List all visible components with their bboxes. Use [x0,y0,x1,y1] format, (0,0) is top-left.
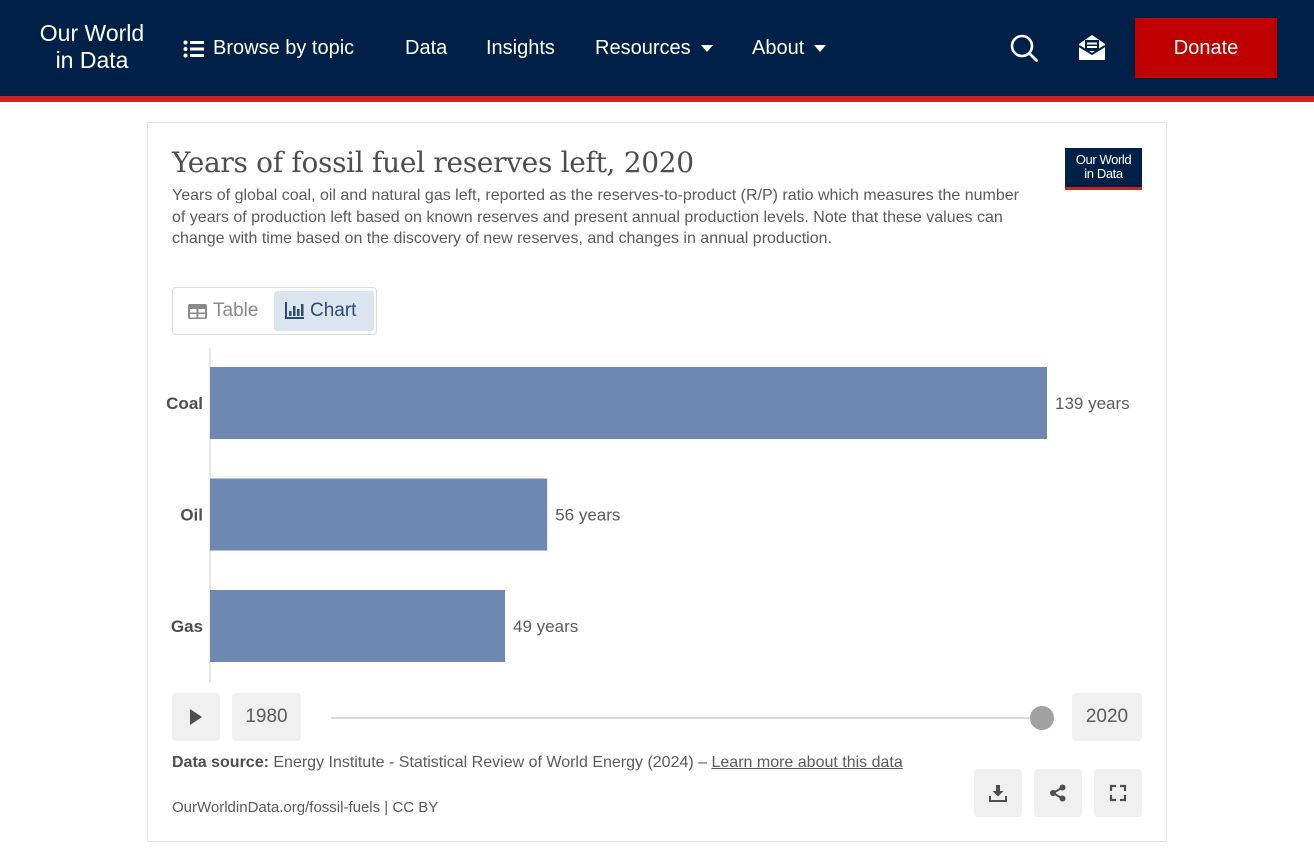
chevron-down-icon [700,45,713,53]
timeline-handle[interactable] [1030,706,1054,730]
badge-red-stripe [1065,187,1142,190]
fullscreen-button[interactable] [1094,769,1142,817]
bar-oil[interactable] [210,478,548,551]
data-source: Data source: Energy Institute - Statisti… [172,752,952,773]
category-label: Gas [171,617,203,636]
owid-badge-logo[interactable]: Our World in Data [1065,148,1142,190]
download-icon [989,785,1007,802]
source-text: Energy Institute - Statistical Review of… [273,754,708,771]
owid-logo[interactable]: Our World in Data [36,20,148,74]
search-icon [1010,34,1038,62]
value-label: 139 years [1055,394,1130,413]
value-label: 49 years [513,617,578,636]
logo-line-1: Our World [39,20,145,46]
nav-resources-label: Resources [595,37,691,59]
tab-table-label: Table [213,300,259,321]
bar-chart-icon [285,302,304,319]
chart-card: Years of fossil fuel reserves left, 2020… [147,122,1167,842]
expand-icon [1109,784,1127,802]
chart-subtitle: Years of global coal, oil and natural ga… [172,187,1019,247]
nav-browse-label: Browse by topic [213,37,355,59]
timeline-end-year[interactable]: 2020 [1072,693,1142,741]
nav-about-label: About [752,37,805,59]
bar-chart: Coal 139 years Oil 56 years Gas 49 years [166,348,1130,683]
timeline-track[interactable] [331,717,1043,719]
tab-chart-label: Chart [310,300,357,321]
table-icon [188,304,207,319]
nav-insights[interactable]: Insights [486,37,555,59]
donate-button[interactable]: Donate [1135,18,1277,78]
share-icon [1050,784,1066,802]
subscribe-button[interactable] [1076,32,1108,64]
nav-resources[interactable]: Resources [595,36,713,60]
source-label: Data source: [172,754,269,771]
play-button[interactable] [172,693,220,741]
category-label: Oil [180,506,203,525]
chart-title: Years of fossil fuel reserves left, 2020 [172,146,694,179]
search-button[interactable] [1008,32,1040,64]
learn-more-link[interactable]: Learn more about this data [711,754,903,771]
mail-icon [1078,35,1106,60]
bar-gas[interactable] [210,590,506,662]
nav-accent-stripe [0,96,1314,102]
nav-about[interactable]: About [752,36,827,60]
tab-table[interactable]: Table [176,291,272,331]
nav-data[interactable]: Data [405,37,448,59]
tab-chart[interactable]: Chart [274,291,374,331]
badge-line-1: Our World [1075,152,1132,167]
top-nav: Our World in Data Browse by topic Data I… [0,0,1314,96]
share-button[interactable] [1034,769,1082,817]
badge-line-2: in Data [1084,166,1123,181]
value-label: 56 years [555,506,620,525]
chevron-down-icon [814,45,827,53]
bar-coal[interactable] [210,367,1047,439]
view-toggle: Table Chart [172,287,377,335]
download-button[interactable] [974,769,1022,817]
nav-browse-by-topic[interactable]: Browse by topic [183,36,354,60]
citation: OurWorldinData.org/fossil-fuels | CC BY [172,799,439,816]
list-icon [183,40,204,58]
timeline-start-year[interactable]: 1980 [232,693,301,741]
category-label: Coal [166,394,203,413]
play-icon [190,709,202,725]
logo-line-2: in Data [55,47,129,73]
